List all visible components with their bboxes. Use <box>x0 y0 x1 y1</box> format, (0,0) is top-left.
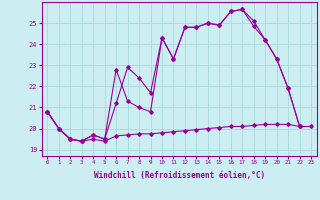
X-axis label: Windchill (Refroidissement éolien,°C): Windchill (Refroidissement éolien,°C) <box>94 171 265 180</box>
